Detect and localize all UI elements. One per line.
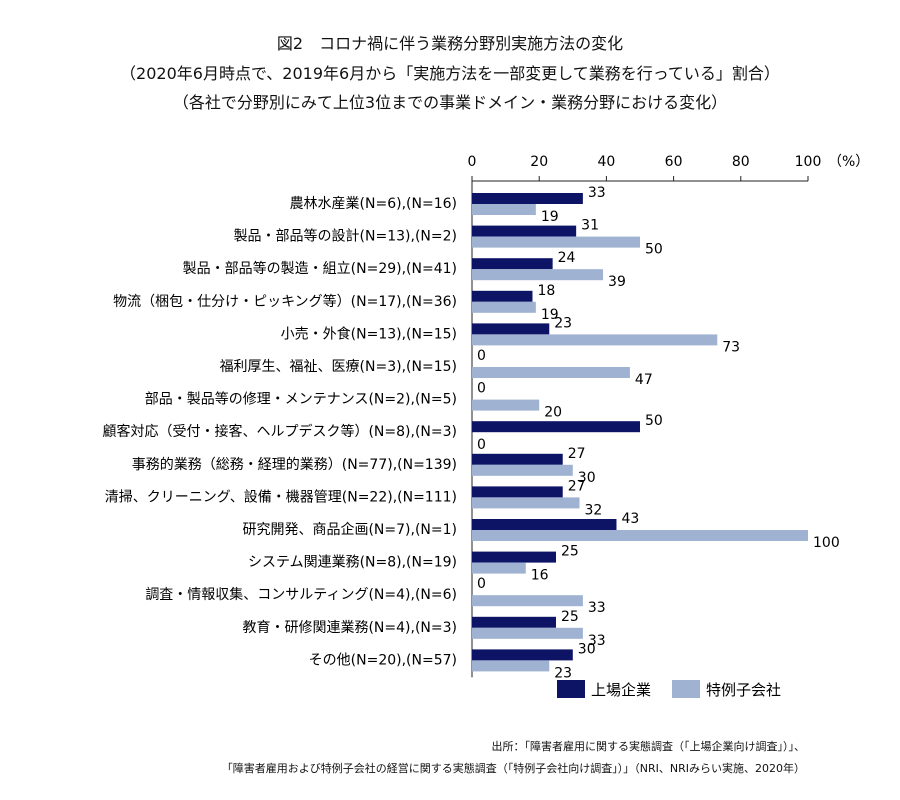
bar [472, 519, 617, 530]
category-label: 物流（梱包・仕分け・ピッキング等）(N=17),(N=36) [113, 293, 457, 310]
data-label: 43 [621, 511, 639, 527]
data-label: 23 [554, 665, 572, 681]
source-note-1: 出所：「障害者雇用に関する実態調査（「上場企業向け調査」）」、 [491, 740, 806, 753]
category-label: 顧客対応（受付・接客、ヘルプデスク等）(N=8),(N=3) [102, 423, 457, 440]
data-label: 19 [541, 209, 559, 225]
bar [472, 486, 563, 498]
data-label: 0 [477, 348, 486, 364]
bar [472, 269, 604, 281]
x-tick-label: 0 [468, 154, 477, 170]
bar [472, 193, 583, 204]
bar [472, 649, 573, 661]
category-label: 清掃、クリーニング、設備・機器管理(N=22),(N=111) [105, 488, 457, 505]
x-axis-unit: （%） [828, 154, 869, 170]
legend-swatch-listed [557, 680, 585, 698]
data-label: 39 [608, 274, 626, 290]
data-label: 24 [558, 250, 576, 266]
data-label: 31 [581, 218, 599, 234]
bar [472, 595, 583, 607]
data-label: 73 [722, 339, 740, 355]
bar [472, 367, 630, 378]
bar-chart: 0 20 40 60 80 100 （%） 農林水産業(N=6),(N=16) 33 19 製品・部… [102, 154, 869, 699]
bar [472, 660, 550, 672]
data-label: 0 [477, 576, 486, 592]
category-label: 部品・製品等の修理・メンテナンス(N=2),(N=5) [145, 391, 457, 408]
bar [472, 258, 553, 270]
bar [472, 551, 556, 563]
category-label: 製品・部品等の設計(N=13),(N=2) [234, 228, 457, 245]
bar [472, 421, 640, 433]
data-label: 23 [554, 315, 572, 331]
data-label: 33 [588, 185, 606, 201]
bar [472, 562, 526, 574]
data-label: 20 [544, 405, 562, 421]
data-label: 33 [588, 633, 606, 649]
bar [472, 627, 583, 639]
data-label: 0 [477, 381, 486, 397]
bar [472, 453, 563, 465]
data-label: 100 [813, 535, 840, 551]
bar [472, 616, 556, 628]
category-label: 農林水産業(N=6),(N=16) [290, 196, 457, 212]
data-label: 27 [568, 478, 586, 494]
category-label: 研究開発、商品企画(N=7),(N=1) [242, 521, 457, 538]
data-label: 25 [561, 609, 579, 625]
bar [472, 225, 577, 237]
data-label: 32 [585, 502, 603, 518]
bar [472, 204, 536, 215]
bar [472, 399, 540, 411]
chart-subtitle: （2020年6月時点で、2019年6月から「実施方法を一部変更して業務を行ってい… [120, 64, 780, 83]
x-tick-label: 20 [530, 154, 548, 170]
bar [472, 301, 536, 313]
data-label: 30 [578, 470, 596, 486]
category-label: 教育・研修関連業務(N=4),(N=3) [242, 620, 457, 636]
x-tick-label: 100 [795, 154, 822, 170]
legend-label-subsidiary: 特例子会社 [706, 681, 781, 699]
category-label: 小売・外食(N=13),(N=15) [281, 325, 457, 342]
data-label: 33 [588, 600, 606, 616]
bar [472, 497, 580, 509]
bar [472, 323, 550, 335]
data-label: 27 [568, 446, 586, 462]
bar [472, 530, 808, 541]
source-note-2: 「障害者雇用および特例子会社の経営に関する実態調査（「特例子会社向け調査」）」（… [221, 762, 805, 775]
data-label: 50 [645, 242, 663, 258]
category-label: その他(N=20),(N=57) [309, 652, 457, 668]
category-label: 製品・部品等の製造・組立(N=29),(N=41) [183, 260, 457, 277]
category-label: 事務的業務（総務・経理的業務）(N=77),(N=139) [132, 457, 457, 473]
x-tick-label: 60 [665, 154, 683, 170]
category-label: システム関連業務(N=8),(N=19) [248, 555, 457, 571]
x-tick-label: 80 [732, 154, 750, 170]
bar [472, 464, 573, 476]
bar [472, 290, 533, 302]
data-label: 19 [541, 307, 559, 323]
data-label: 47 [635, 372, 653, 388]
chart-title: 図2 コロナ禍に伴う業務分野別実施方法の変化 [276, 34, 624, 53]
data-label: 0 [477, 437, 486, 453]
data-label: 50 [645, 413, 663, 429]
data-label: 18 [537, 283, 555, 299]
category-label: 調査・情報収集、コンサルティング(N=4),(N=6) [145, 586, 457, 603]
bar [472, 236, 640, 248]
data-label: 16 [531, 568, 549, 584]
legend-swatch-subsidiary [672, 680, 700, 698]
chart-subtitle-2: （各社で分野別にみて上位3位までの事業ドメイン・業務分野における変化） [172, 93, 728, 112]
data-label: 30 [578, 641, 596, 657]
x-tick-label: 40 [597, 154, 615, 170]
legend-label-listed: 上場企業 [591, 681, 651, 699]
bar [472, 334, 718, 346]
data-label: 25 [561, 544, 579, 560]
category-label: 福利厚生、福祉、医療(N=3),(N=15) [220, 358, 457, 375]
